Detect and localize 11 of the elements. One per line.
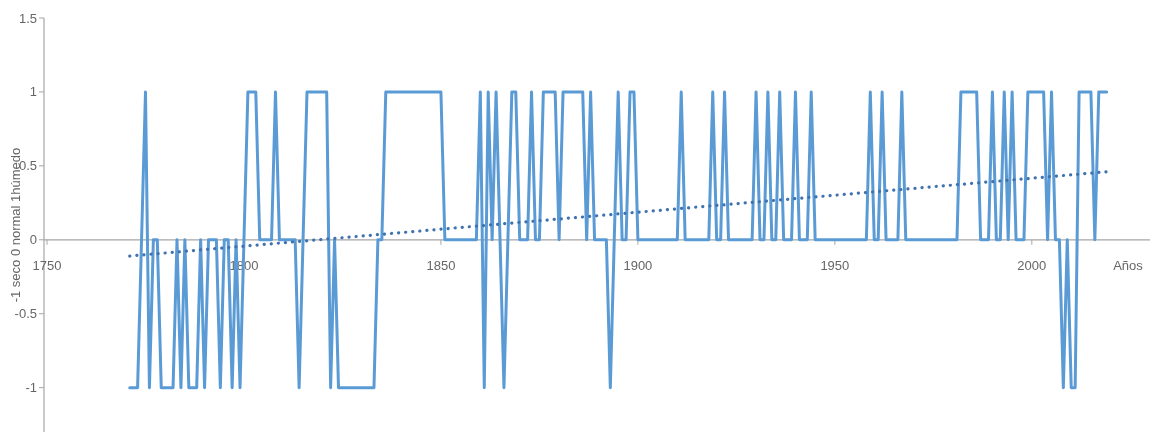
x-tick-label: 2000 bbox=[1017, 257, 1047, 273]
x-tick-label: 1950 bbox=[820, 257, 850, 273]
y-tick-label: 1 bbox=[29, 84, 37, 100]
y-tick-label: 0 bbox=[29, 232, 37, 248]
x-tick-label: 1850 bbox=[426, 257, 456, 273]
y-tick-label: 1.5 bbox=[18, 10, 37, 26]
y-tick-label: -0.5 bbox=[14, 306, 37, 322]
x-tick-label: 1750 bbox=[32, 257, 62, 273]
x-tick-label: 1900 bbox=[623, 257, 653, 273]
y-tick-label: -1 bbox=[25, 380, 37, 396]
x-axis-title: Años bbox=[1113, 257, 1144, 273]
